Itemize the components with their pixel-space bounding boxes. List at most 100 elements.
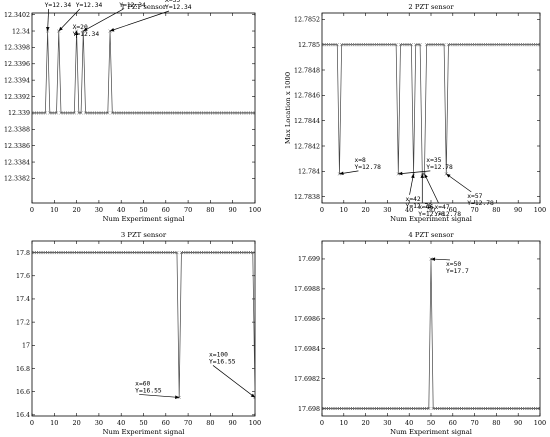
data-annotation: x=50Y=17.7 bbox=[430, 257, 469, 275]
data-annotation: x=46Y=12.78 bbox=[418, 173, 445, 218]
x-tick-label: 20 bbox=[72, 206, 80, 214]
annotation-x-label: X=20 bbox=[73, 24, 88, 31]
x-tick-label: 20 bbox=[361, 206, 369, 214]
annotation-y-label: Y=12.78 bbox=[418, 211, 445, 218]
y-tick-label: 17.6 bbox=[16, 273, 30, 280]
x-tick-label: 90 bbox=[229, 206, 237, 214]
x-tick-label: 90 bbox=[514, 419, 522, 427]
annotation-arrowhead bbox=[339, 171, 344, 176]
y-tick-label: 12.3396 bbox=[4, 61, 30, 68]
data-point bbox=[253, 111, 255, 115]
x-tick-label: 80 bbox=[492, 206, 500, 214]
annotation-arrow bbox=[212, 365, 256, 398]
annotation-x-label: x=35 bbox=[426, 157, 441, 164]
data-annotation: X=23Y=12.34 bbox=[83, 0, 146, 32]
y-tick-label: 12.3382 bbox=[4, 176, 30, 183]
data-point bbox=[538, 406, 540, 411]
x-tick-label: 30 bbox=[95, 419, 103, 427]
data-point bbox=[72, 111, 77, 115]
series-line bbox=[322, 44, 540, 175]
series bbox=[322, 42, 540, 176]
y-tick-label: 12.7848 bbox=[294, 67, 320, 74]
y-tick-label: 12.7852 bbox=[294, 17, 320, 24]
data-annotation: x=60Y=16.55 bbox=[135, 380, 180, 399]
y-tick-label: 12.7838 bbox=[294, 194, 320, 201]
data-annotation: x=57Y=12.78 bbox=[446, 173, 494, 207]
x-tick-label: 100 bbox=[249, 419, 261, 427]
y-tick-label: 12.3398 bbox=[4, 45, 30, 52]
x-tick-label: 90 bbox=[229, 419, 237, 427]
x-axis-label: Num Experiment signal bbox=[103, 215, 185, 223]
x-tick-label: 30 bbox=[383, 206, 391, 214]
x-tick-label: 90 bbox=[514, 206, 522, 214]
x-tick-label: 0 bbox=[320, 206, 324, 214]
annotation-arrow bbox=[446, 173, 472, 193]
annotation-y-label: Y=12.34 bbox=[45, 2, 72, 9]
x-tick-label: 100 bbox=[534, 419, 546, 427]
data-point bbox=[54, 111, 59, 115]
x-tick-label: 0 bbox=[320, 419, 324, 427]
x-tick-label: 70 bbox=[470, 206, 478, 214]
annotation-y-label: Y=12.78 bbox=[354, 164, 381, 171]
annotation-x-label: x=8 bbox=[354, 157, 366, 164]
chart-title: 4 PZT sensor bbox=[408, 231, 454, 239]
chart-panel-4: 0 10 20 30 40 50 60 70 80 90 100 17.698 17.6982 17.69… bbox=[294, 231, 546, 436]
chart-panel-1: 0 10 20 30 40 50 60 70 80 90 100 12.3382 12.3384 12.3… bbox=[4, 0, 261, 223]
annotation-arrow bbox=[109, 10, 170, 32]
x-tick-label: 10 bbox=[340, 206, 348, 214]
x-tick-label: 20 bbox=[361, 419, 369, 427]
x-tick-label: 60 bbox=[162, 419, 170, 427]
annotation-y-label: Y=16.55 bbox=[209, 358, 236, 365]
annotation-arrowhead bbox=[74, 31, 79, 36]
annotation-x-label: X=12 bbox=[76, 0, 91, 2]
y-tick-label: 12.3392 bbox=[4, 94, 30, 101]
data-annotation: x=42Y=12.78 bbox=[406, 173, 433, 210]
annotation-x-label: X=23 bbox=[119, 0, 134, 2]
annotation-arrowhead bbox=[411, 173, 415, 179]
annotation-arrowhead bbox=[45, 26, 50, 32]
data-point bbox=[175, 250, 179, 255]
x-tick-label: 100 bbox=[534, 206, 546, 214]
x-tick-label: 80 bbox=[492, 419, 500, 427]
annotation-y-label: Y=12.78 bbox=[406, 203, 433, 210]
x-tick-label: 0 bbox=[30, 206, 34, 214]
annotation-x-label: x=50 bbox=[446, 261, 461, 268]
data-annotation: x=8Y=12.78 bbox=[339, 157, 381, 176]
y-tick-label: 17.699 bbox=[298, 256, 320, 263]
y-tick-label: 17.6984 bbox=[294, 346, 320, 353]
annotation-y-label: Y=16.55 bbox=[135, 387, 162, 394]
x-tick-label: 40 bbox=[117, 419, 125, 427]
y-tick-label: 12.784 bbox=[298, 169, 320, 176]
x-tick-label: 60 bbox=[449, 206, 457, 214]
x-tick-label: 70 bbox=[184, 206, 192, 214]
y-tick-label: 12.7844 bbox=[294, 118, 320, 125]
annotation-x-label: X=7 bbox=[45, 0, 57, 2]
annotation-arrowhead bbox=[250, 393, 255, 398]
annotation-y-label: Y=12.34 bbox=[165, 4, 192, 11]
x-tick-label: 50 bbox=[427, 419, 435, 427]
annotation-arrowhead bbox=[110, 28, 115, 32]
annotation-arrow bbox=[83, 8, 124, 32]
data-point bbox=[177, 395, 181, 400]
data-point bbox=[251, 250, 255, 255]
x-tick-label: 30 bbox=[383, 419, 391, 427]
data-point bbox=[335, 42, 339, 47]
data-point bbox=[396, 172, 400, 176]
y-tick-label: 12.339 bbox=[8, 110, 30, 117]
annotation-x-label: X=35 bbox=[165, 0, 180, 4]
y-tick-label: 16.4 bbox=[16, 412, 30, 419]
annotation-y-label: Y=12.34 bbox=[73, 31, 100, 38]
y-tick-label: 17.4 bbox=[16, 296, 30, 303]
x-tick-label: 40 bbox=[405, 419, 413, 427]
chart-panel-2: 0 10 20 30 40 50 60 70 80 90 100 12.7838 12.784 12.78… bbox=[284, 3, 546, 223]
y-tick-label: 17.6982 bbox=[294, 376, 320, 383]
series bbox=[32, 250, 255, 400]
annotation-y-label: Y=12.78 bbox=[434, 211, 461, 218]
x-tick-label: 70 bbox=[470, 419, 478, 427]
y-tick-label: 17.6986 bbox=[294, 316, 320, 323]
annotation-arrowhead bbox=[431, 257, 436, 261]
x-axis-label: Num Experiment signal bbox=[103, 428, 185, 436]
data-point bbox=[427, 406, 431, 411]
